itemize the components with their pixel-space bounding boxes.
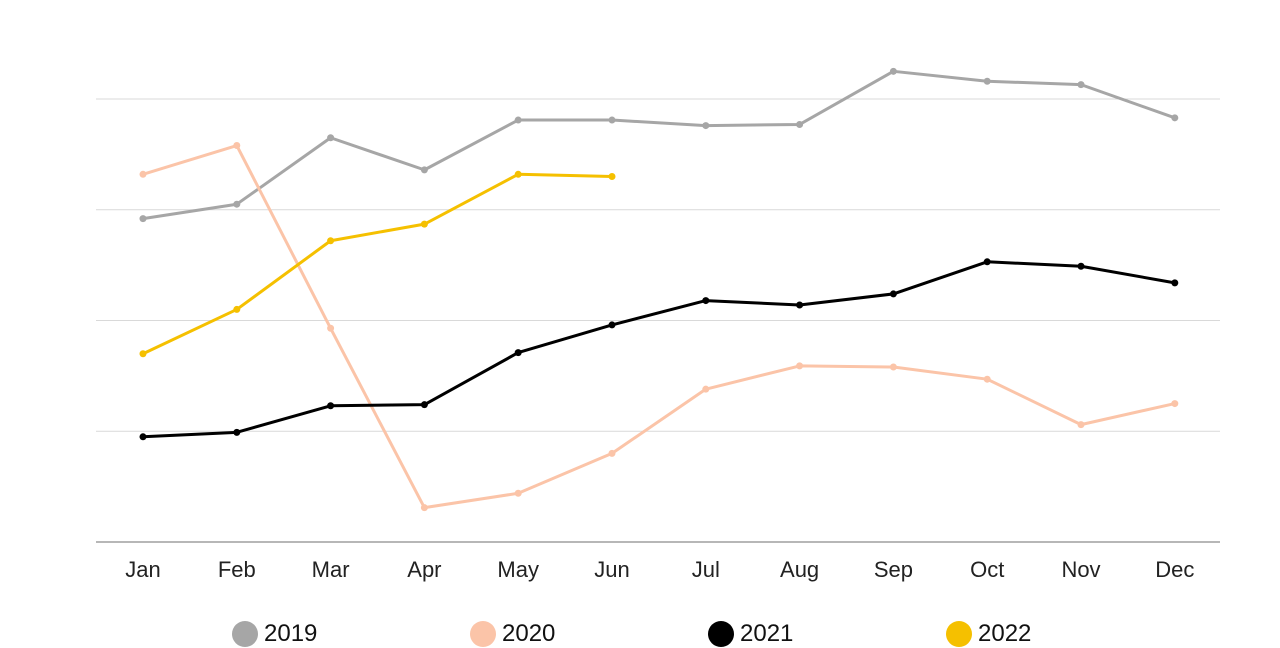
point-2021-mar: [327, 402, 335, 410]
point-2019-jan: [139, 215, 147, 223]
point-2019-nov: [1077, 81, 1085, 89]
x-tick-label-jun: Jun: [594, 557, 629, 582]
point-2020-sep: [889, 363, 897, 371]
point-2022-jun: [608, 173, 616, 181]
point-2021-sep: [889, 290, 897, 298]
point-2020-jul: [702, 385, 710, 393]
point-2021-feb: [233, 428, 241, 436]
point-2020-dec: [1171, 400, 1179, 408]
x-tick-label-jul: Jul: [692, 557, 720, 582]
point-2021-apr: [420, 401, 428, 409]
point-2020-may: [514, 489, 522, 497]
point-2022-apr: [420, 220, 428, 228]
point-2019-dec: [1171, 114, 1179, 122]
x-tick-label-mar: Mar: [312, 557, 350, 582]
point-2019-sep: [889, 67, 897, 75]
point-2020-jun: [608, 449, 616, 457]
series-lines: [141, 69, 1177, 510]
point-2019-feb: [233, 200, 241, 208]
legend-label-2022: 2022: [978, 620, 1032, 647]
legend-label-2020: 2020: [502, 620, 556, 647]
x-tick-label-oct: Oct: [970, 557, 1004, 582]
x-tick-label-dec: Dec: [1155, 557, 1194, 582]
legend-item-2020: 2020: [470, 620, 555, 648]
legend-swatch-2019: [232, 621, 258, 647]
x-tick-label-sep: Sep: [874, 557, 913, 582]
point-2021-jun: [608, 321, 616, 329]
point-2020-jan: [139, 170, 147, 178]
legend-item-2021: 2021: [708, 620, 793, 648]
x-tick-label-feb: Feb: [218, 557, 256, 582]
point-2020-oct: [983, 375, 991, 383]
legend-item-2022: 2022: [946, 620, 1031, 648]
point-2021-oct: [983, 258, 991, 266]
legend-swatch-2022: [946, 621, 972, 647]
legend-swatch-2021: [708, 621, 734, 647]
point-2022-may: [514, 170, 522, 178]
legend-label-2021: 2021: [740, 620, 794, 647]
point-2022-feb: [233, 305, 241, 313]
point-2021-dec: [1171, 279, 1179, 287]
legend-swatch-2020: [470, 621, 496, 647]
point-2021-nov: [1077, 262, 1085, 270]
point-2020-nov: [1077, 421, 1085, 429]
point-2019-apr: [420, 166, 428, 174]
point-2021-aug: [796, 301, 804, 309]
point-2019-oct: [983, 77, 991, 85]
series-line-2021: [141, 260, 1177, 439]
x-tick-label-apr: Apr: [407, 557, 441, 582]
series-line-2020: [141, 144, 1177, 510]
point-2020-mar: [327, 324, 335, 332]
series-line-2019: [141, 69, 1177, 221]
x-axis-tick-labels: Jan Feb Mar Apr May Jun Jul Aug Sep Oct Nov Dec: [125, 557, 1194, 582]
point-2022-jan: [139, 350, 147, 358]
legend-item-2019: 2019: [232, 620, 317, 648]
point-2021-jan: [139, 433, 147, 441]
point-2020-apr: [420, 504, 428, 512]
legend-label-2019: 2019: [264, 620, 318, 647]
series-line-2022: [141, 172, 614, 356]
series-points: [139, 67, 1179, 512]
legend: 2019 2020 2021 2022: [0, 616, 1280, 647]
point-2020-feb: [233, 142, 241, 150]
point-2019-may: [514, 116, 522, 124]
x-tick-label-aug: Aug: [780, 557, 819, 582]
point-2019-mar: [327, 134, 335, 142]
point-2020-aug: [796, 362, 804, 370]
gridlines: [96, 98, 1220, 432]
point-2021-may: [514, 349, 522, 357]
point-2021-jul: [702, 297, 710, 305]
point-2019-aug: [796, 120, 804, 128]
point-2022-mar: [327, 237, 335, 245]
x-tick-label-nov: Nov: [1061, 557, 1100, 582]
point-2019-jun: [608, 116, 616, 124]
x-tick-label-jan: Jan: [125, 557, 160, 582]
x-tick-label-may: May: [497, 557, 539, 582]
point-2019-jul: [702, 122, 710, 130]
